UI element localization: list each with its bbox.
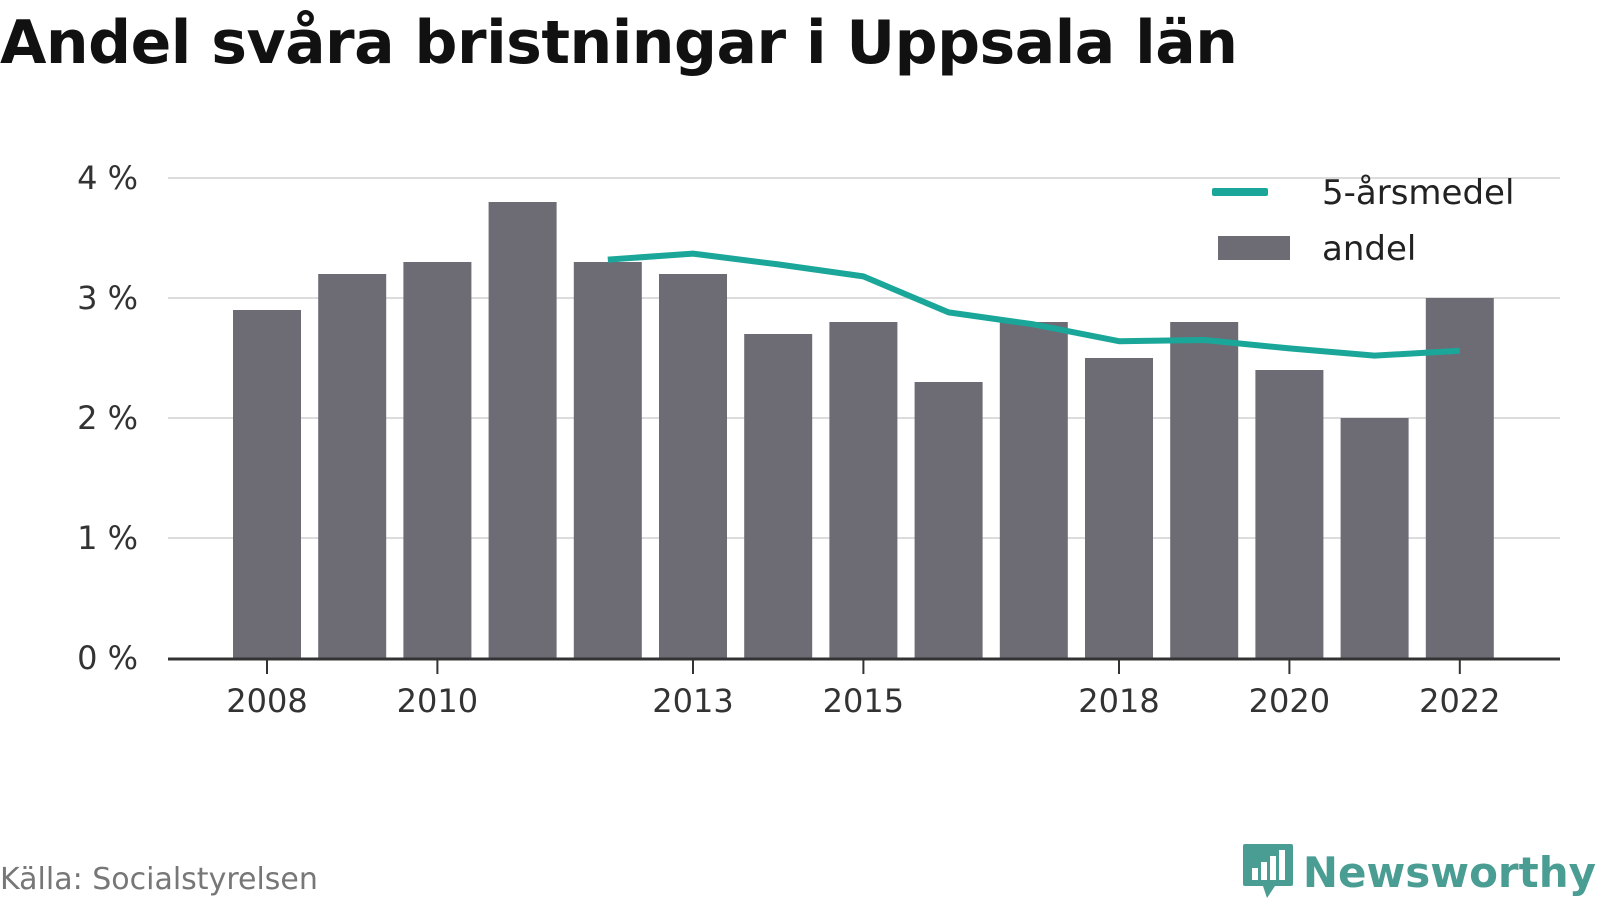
bar-2014	[744, 334, 813, 658]
line-5-arsmedel	[607, 250, 1460, 359]
bar-2017	[999, 322, 1068, 658]
x-tick-label: 2022	[1419, 682, 1500, 720]
bar-2010	[403, 262, 472, 658]
bar-2013	[659, 274, 727, 658]
legend-line-swatch	[1212, 188, 1268, 196]
bar-2015	[829, 322, 898, 658]
bar-2011	[488, 202, 557, 658]
bar-series	[233, 202, 1494, 658]
y-axis-ticks: 0 % 1 % 2 % 3 % 4 %	[77, 159, 138, 677]
brand-name: Newsworthy	[1302, 847, 1596, 897]
y-tick-label: 1 %	[77, 519, 138, 557]
legend-line-label: 5-årsmedel	[1322, 173, 1514, 213]
x-tick-label: 2015	[823, 682, 904, 720]
bar-2022	[1425, 298, 1494, 658]
bar-2008	[233, 310, 301, 658]
legend-bar-swatch	[1218, 236, 1290, 260]
x-tick-label: 2010	[397, 682, 478, 720]
line-series	[607, 250, 1460, 359]
y-tick-label: 2 %	[77, 399, 138, 437]
bar-2016	[914, 382, 983, 658]
y-tick-label: 0 %	[77, 639, 138, 677]
bar-2020	[1255, 370, 1324, 658]
bar-2021	[1340, 418, 1409, 658]
legend-bar-label: andel	[1322, 229, 1416, 269]
chart-title: Andel svåra bristningar i Uppsala län	[0, 8, 1238, 78]
legend: 5-årsmedel andel	[1212, 173, 1514, 269]
bar-2018	[1085, 358, 1153, 658]
bar-chart-bubble-icon	[1242, 844, 1293, 898]
x-tick-label: 2018	[1078, 682, 1159, 720]
x-tick-label: 2013	[652, 682, 733, 720]
y-tick-label: 4 %	[77, 159, 138, 197]
y-tick-label: 3 %	[77, 279, 138, 317]
bar-2019	[1170, 322, 1239, 658]
bar-2012	[573, 262, 642, 658]
source-note: Källa: Socialstyrelsen	[0, 862, 318, 897]
x-tick-label: 2020	[1249, 682, 1330, 720]
x-tick-label: 2008	[226, 682, 307, 720]
brand-logo[interactable]: Newsworthy	[1241, 842, 1596, 902]
x-axis-ticks: 2008 2010 2013 2015 2018 2020 2022	[226, 659, 1501, 720]
bar-2009	[318, 274, 387, 658]
